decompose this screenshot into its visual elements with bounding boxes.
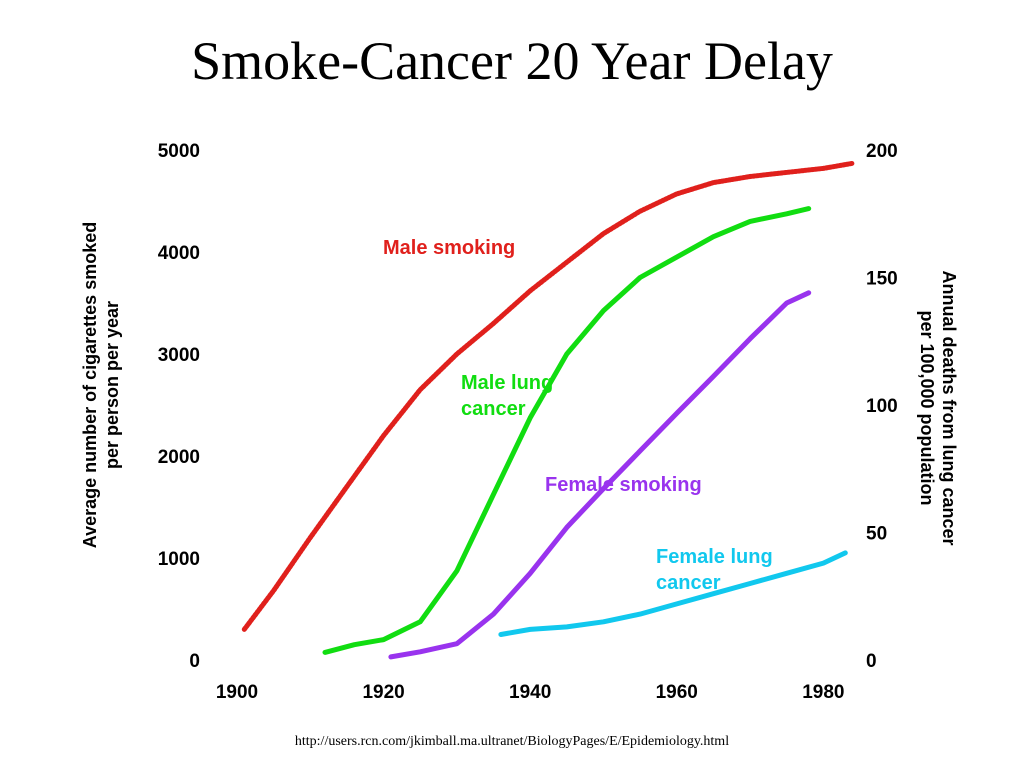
left-tick-label: 2000	[158, 447, 200, 468]
series-label-female-lung-cancer: Female lung cancer	[656, 546, 773, 594]
x-tick-label: 1940	[509, 682, 551, 703]
left-tick-label: 0	[189, 651, 200, 672]
left-tick-label: 4000	[158, 243, 200, 264]
series-line-male-lung-cancer	[322, 206, 812, 655]
x-tick-label: 1900	[216, 682, 258, 703]
series-lines	[241, 160, 856, 660]
series-label-line: Female lung	[656, 546, 773, 568]
slide-title: Smoke-Cancer 20 Year Delay	[191, 31, 833, 91]
series-label-line: cancer	[461, 398, 526, 420]
right-axis-ticks: 0 50 100 150 200	[866, 141, 898, 672]
right-axis-title-line: per 100,000 population	[917, 310, 937, 505]
source-url[interactable]: http://users.rcn.com/jkimball.ma.ultrane…	[294, 734, 730, 749]
x-axis-ticks: 1900 1920 1940 1960 1980	[216, 682, 845, 703]
series-label-line: cancer	[656, 572, 721, 594]
right-axis-title-line: Annual deaths from lung cancer	[939, 270, 959, 545]
series-label-line: Male smoking	[383, 237, 515, 259]
axis-titles: Average number of cigarettes smoked per p…	[80, 222, 959, 548]
right-tick-label: 100	[866, 396, 898, 417]
left-tick-label: 5000	[158, 141, 200, 162]
left-axis-title-line: Average number of cigarettes smoked	[80, 222, 100, 548]
series-label-male-lung-cancer: Male lung cancer	[461, 372, 553, 420]
left-tick-label: 3000	[158, 345, 200, 366]
right-tick-label: 0	[866, 651, 877, 672]
series-label-female-smoking: Female smoking	[545, 474, 702, 496]
left-axis-title: Average number of cigarettes smoked per p…	[80, 222, 122, 548]
series-label-line: Male lung	[461, 372, 553, 394]
left-axis-ticks: 0 1000 2000 3000 4000 5000	[158, 141, 200, 672]
left-axis-title-line: per person per year	[102, 301, 122, 469]
series-line-female-lung-cancer	[498, 550, 848, 637]
series-label-male-smoking: Male smoking	[383, 237, 515, 259]
left-tick-label: 1000	[158, 549, 200, 570]
right-tick-label: 150	[866, 269, 898, 290]
series-label-line: Female smoking	[545, 474, 702, 496]
series-line-male-smoking	[241, 160, 856, 632]
right-axis-title: Annual deaths from lung cancerper 100,00…	[917, 270, 959, 545]
x-tick-label: 1920	[362, 682, 404, 703]
series-labels: Male smoking Male lung cancer Female smokin…	[383, 237, 773, 594]
right-tick-label: 200	[866, 141, 898, 162]
x-tick-label: 1980	[802, 682, 844, 703]
x-tick-label: 1960	[656, 682, 698, 703]
right-tick-label: 50	[866, 524, 887, 545]
series-line-female-smoking	[388, 290, 812, 660]
